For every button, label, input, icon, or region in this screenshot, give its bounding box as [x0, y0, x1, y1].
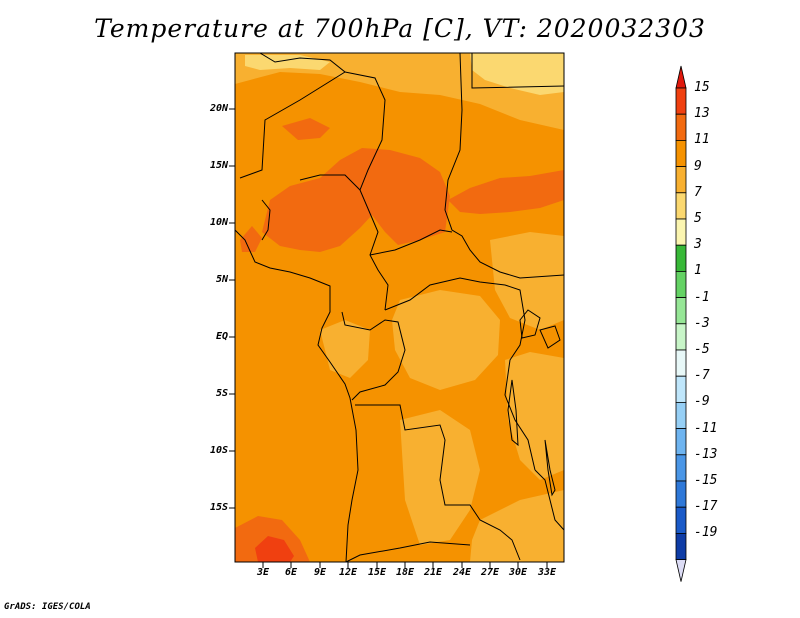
border-south-1	[355, 404, 521, 561]
lake-victoria	[539, 325, 561, 349]
south-east-cool-patch-2	[470, 490, 564, 562]
border-north-2	[344, 71, 389, 311]
colorbar-label: -7	[694, 368, 710, 384]
north-cooler-patch	[470, 53, 564, 95]
lon-label-9e: 9E	[313, 567, 327, 578]
colorbar-swatch	[675, 139, 687, 167]
southeast-cool-patch	[505, 352, 564, 480]
colorbar-swatch	[675, 349, 687, 377]
colorbar-swatch	[675, 192, 687, 220]
border-east-1	[471, 53, 564, 89]
border-south-2	[345, 541, 471, 562]
lat-label-10n: 10N	[209, 217, 228, 228]
lat-label-15n: 15N	[209, 160, 228, 171]
colorbar-label: 9	[694, 158, 702, 174]
border-southeast	[534, 469, 564, 531]
colorbar-swatch	[675, 244, 687, 272]
colorbar-swatch	[675, 375, 687, 403]
colorbar-swatch	[675, 506, 687, 534]
colorbar-top-triangle	[675, 65, 687, 89]
lat-label-5s: 5S	[215, 388, 228, 399]
map-title: Temperature at 700hPa [C], VT: 202003230…	[94, 14, 706, 43]
border-west-small	[261, 199, 271, 241]
colorbar-label: -9	[694, 394, 710, 410]
colorbar-swatch	[675, 533, 687, 561]
border-north-3	[444, 53, 564, 279]
colorbar-swatch	[675, 401, 687, 429]
border-gulf	[299, 174, 361, 191]
lat-label-15s: 15S	[209, 502, 228, 513]
lon-label-18e: 18E	[395, 567, 415, 578]
colorbar-label: 15	[694, 80, 710, 95]
lon-label-24e: 24E	[452, 567, 472, 578]
colorbar-label: 11	[694, 132, 710, 148]
colorbar-label: -13	[694, 446, 718, 462]
lat-label-20n: 20N	[209, 103, 228, 114]
colorbar-label: -11	[694, 420, 718, 436]
southwest-hot-spot	[255, 536, 294, 562]
lon-label-15e: 15E	[367, 567, 387, 578]
border-central-1	[369, 229, 453, 256]
colorbar-swatch	[675, 270, 687, 298]
sahel-warm-band-2	[282, 118, 330, 140]
lake-malawi	[544, 439, 556, 497]
colorbar-label: -15	[694, 473, 718, 488]
borders	[235, 53, 564, 562]
lon-label-30e: 30E	[508, 567, 528, 578]
lake-tanganyika	[507, 379, 519, 447]
border-central-3	[341, 311, 406, 401]
colorbar-swatch	[675, 113, 687, 141]
east-cool-patch	[490, 232, 564, 330]
lat-label-eq: EQ	[215, 331, 228, 342]
sahel-small-warm	[240, 226, 262, 252]
colorbar-label: 5	[694, 211, 702, 226]
colorbar-swatch	[675, 166, 687, 194]
colorbar-label: 7	[694, 184, 702, 200]
east-warm-band	[448, 170, 564, 214]
central-cool-patch	[392, 290, 500, 390]
lon-label-6e: 6E	[284, 567, 298, 578]
coastline-west-africa	[235, 229, 359, 562]
temperature-field	[235, 53, 564, 562]
colorbar-swatch	[675, 480, 687, 508]
map-frame	[234, 52, 565, 563]
colorbar-swatch	[675, 428, 687, 456]
colorbar-label: -17	[694, 499, 718, 515]
sahel-warm-band	[262, 148, 450, 252]
colorbar-label: -5	[694, 342, 710, 357]
credit-text: GrADS: IGES/COLA	[4, 602, 91, 612]
colorbar-bottom-triangle	[675, 559, 687, 582]
lon-label-3e: 3E	[256, 567, 270, 578]
colorbar-swatch	[675, 297, 687, 325]
lon-label-12e: 12E	[338, 567, 358, 578]
colorbar-label: 3	[694, 237, 702, 253]
colorbar-label: 1	[694, 263, 702, 279]
lon-label-33e: 33E	[537, 567, 557, 578]
lon-label-21e: 21E	[423, 567, 443, 578]
border-central-2	[384, 277, 536, 471]
colorbar-swatch	[675, 454, 687, 482]
lon-label-27e: 27E	[480, 567, 500, 578]
colorbar-swatch	[675, 218, 687, 246]
colorbar-swatch	[675, 87, 687, 115]
lake-east	[519, 309, 541, 339]
colorbar-label: -1	[694, 289, 710, 305]
lat-label-10s: 10S	[209, 445, 228, 456]
colorbar-swatch	[675, 323, 687, 351]
colorbar	[675, 65, 687, 582]
lat-label-5n: 5N	[215, 274, 228, 285]
colorbar-label: 13	[694, 106, 710, 122]
colorbar-label: -3	[694, 315, 710, 331]
west-coast-cool-patch	[320, 320, 370, 378]
colorbar-label: -19	[694, 525, 718, 541]
axis-ticks	[229, 108, 548, 568]
